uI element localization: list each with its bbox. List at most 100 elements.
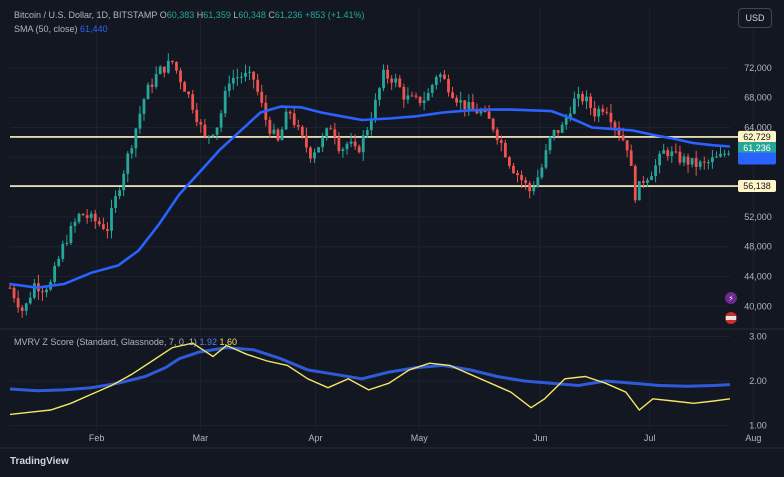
month-tick-label: Jul: [644, 433, 656, 443]
candle-body: [333, 129, 337, 137]
candle-body: [727, 153, 731, 155]
candle-body: [300, 126, 304, 136]
candle-body: [625, 140, 629, 151]
candle-body: [146, 84, 150, 100]
candle-body: [524, 180, 528, 184]
candle-body: [268, 119, 272, 134]
level-price-tag: [738, 180, 776, 193]
change-value: +853 (+1.41%): [304, 10, 365, 20]
candle-body: [114, 196, 117, 208]
candle-body: [248, 71, 251, 73]
price-tick-label: 64,000: [744, 122, 772, 132]
candle-body: [512, 165, 515, 174]
price-tick-label: 48,000: [744, 242, 772, 252]
candle-body: [231, 77, 235, 84]
candle-body: [280, 129, 284, 141]
candle-body: [32, 283, 36, 298]
chart-header: Bitcoin / U.S. Dollar, 1D, BITSTAMP O60,…: [14, 10, 365, 20]
candle-body: [666, 150, 670, 157]
candle-body: [621, 135, 625, 141]
candle-body: [284, 111, 288, 130]
candle-body: [414, 95, 418, 97]
candle-body: [378, 88, 381, 100]
price-tick-label: 68,000: [744, 93, 772, 103]
candle-body: [24, 303, 28, 311]
candle-body: [483, 110, 487, 112]
candle-body: [166, 60, 170, 73]
sma-label: SMA (50, close): [14, 24, 78, 34]
candle-body: [81, 213, 85, 216]
candle-body: [548, 136, 552, 151]
candle-body: [304, 135, 308, 148]
candle-body: [654, 165, 657, 177]
candle-body: [296, 125, 300, 127]
price-tick-label: 40,000: [744, 301, 772, 311]
candle-body: [536, 177, 540, 187]
candle-body: [288, 111, 292, 114]
candle-body: [41, 291, 44, 293]
candle-body: [211, 134, 215, 136]
candle-body: [357, 146, 361, 153]
month-tick-label: Feb: [89, 433, 105, 443]
candle-body: [57, 258, 61, 266]
tradingview-label: TradingView: [10, 456, 69, 467]
candle-body: [516, 173, 519, 176]
candle-body: [682, 156, 686, 163]
candle-body: [122, 173, 126, 191]
candle-body: [53, 265, 57, 282]
candle-body: [670, 151, 674, 157]
price-tick-label: 44,000: [744, 272, 772, 282]
candle-body: [325, 128, 329, 138]
candle-body: [711, 157, 714, 163]
candle-body: [467, 101, 471, 110]
level-price-label: 62,729: [743, 132, 771, 142]
candle-body: [203, 124, 207, 137]
candle-body: [662, 150, 666, 154]
candle-body: [45, 289, 48, 293]
candle-body: [130, 148, 134, 154]
candle-body: [28, 297, 32, 304]
candle-body: [12, 287, 16, 299]
candle-body: [93, 213, 97, 222]
sma-legend: SMA (50, close) 61,440: [14, 24, 108, 34]
candle-body: [20, 307, 24, 311]
candle-body: [426, 93, 430, 101]
candle-body: [85, 215, 89, 218]
candle-body: [256, 79, 260, 92]
candle-body: [459, 100, 463, 103]
candle-body: [171, 60, 174, 62]
sma-price-tag: [738, 152, 776, 165]
candle-body: [499, 140, 503, 143]
candle-body: [215, 127, 219, 135]
candle-body: [572, 98, 576, 114]
close-label: C: [268, 10, 275, 20]
low-value: 60,348: [238, 10, 266, 20]
candle-body: [175, 61, 178, 71]
candle-body: [455, 97, 459, 103]
candle-body: [487, 111, 491, 119]
candle-body: [491, 118, 495, 130]
candle-body: [410, 95, 414, 97]
candle-body: [382, 69, 385, 89]
candle-body: [609, 112, 613, 123]
month-tick-label: Jun: [533, 433, 548, 443]
candle-body: [605, 111, 609, 113]
currency-button[interactable]: USD: [738, 8, 772, 28]
candle-body: [528, 183, 532, 192]
candle-body: [581, 93, 584, 102]
candle-body: [463, 100, 467, 110]
tradingview-logo: TradingView: [10, 456, 69, 467]
candle-body: [646, 179, 649, 183]
last-price-tag: [738, 142, 776, 155]
candle-body: [345, 143, 349, 150]
candle-body: [110, 207, 113, 231]
candle-body: [365, 130, 369, 136]
candle-body: [629, 150, 633, 166]
candle-body: [97, 221, 101, 225]
candle-body: [118, 190, 122, 197]
high-label: H: [196, 10, 204, 20]
candle-body: [195, 109, 199, 123]
candle-body: [390, 78, 394, 83]
candle-body: [495, 129, 499, 141]
